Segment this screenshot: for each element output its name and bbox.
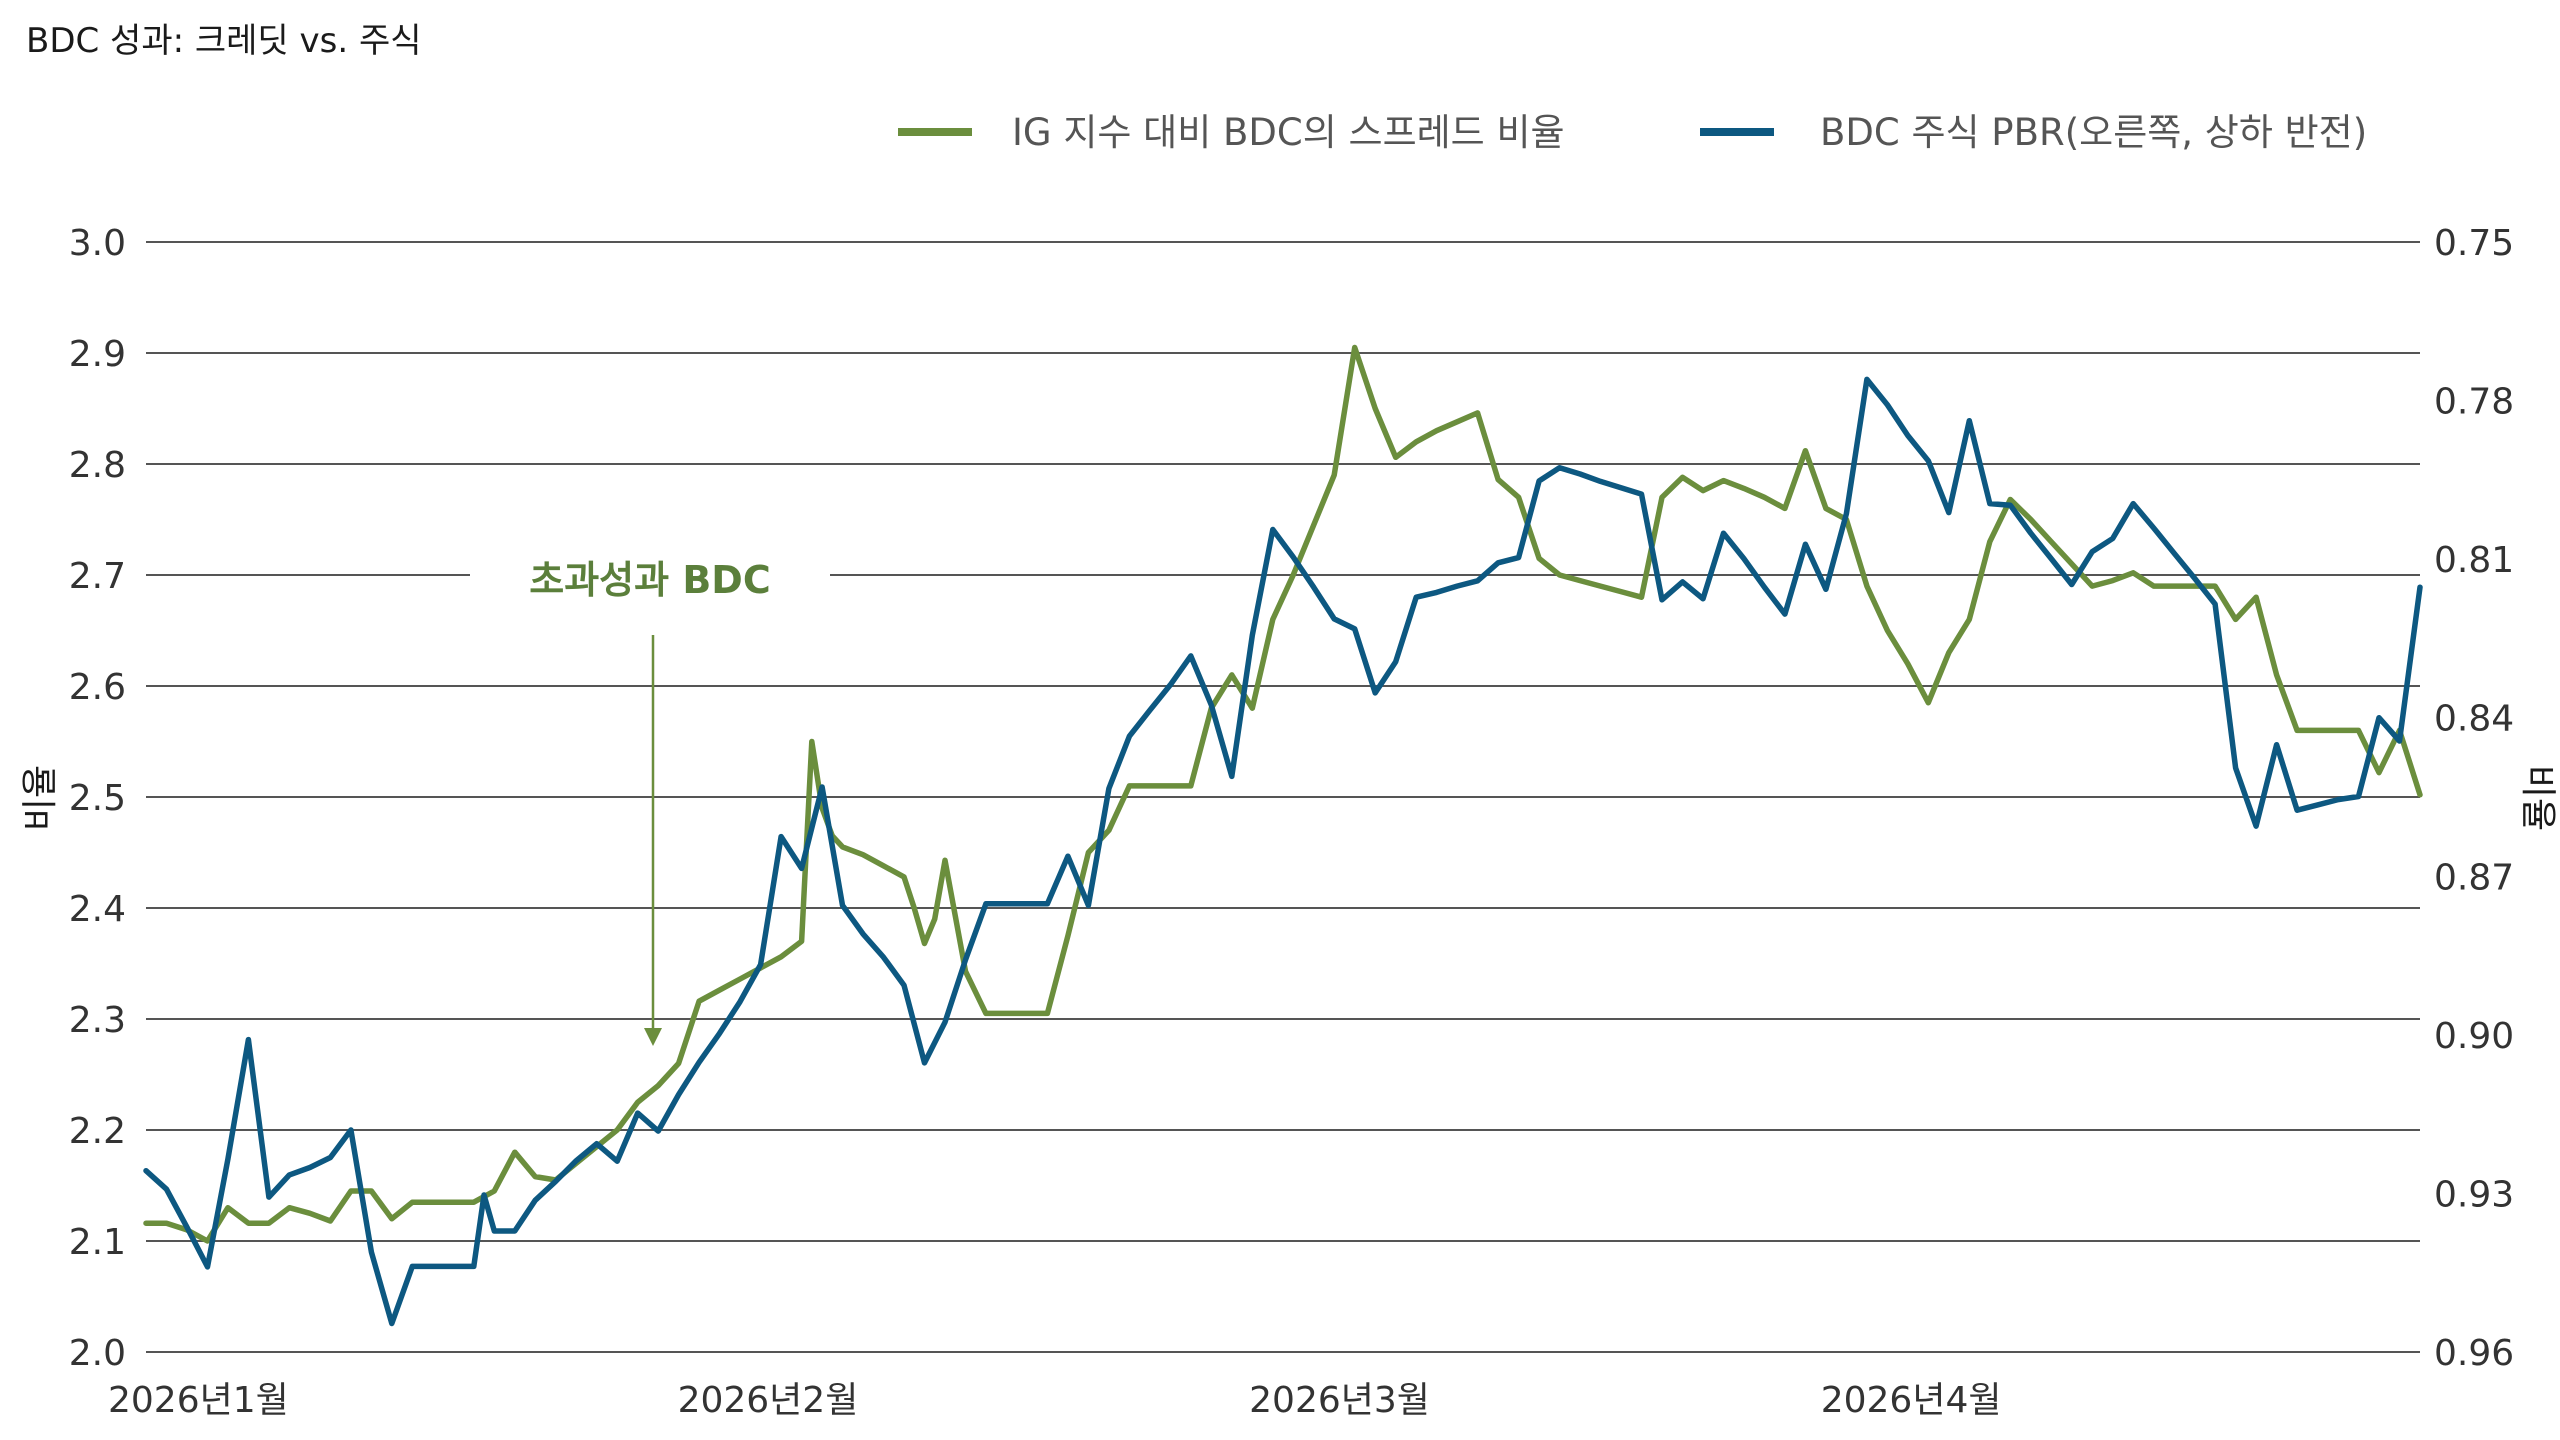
y-axis-right-ticks: 0.75 0.78 0.81 0.84 0.87 0.90 0.93 0.96 [2434, 223, 2514, 1374]
y-tick-left: 2.2 [69, 1111, 126, 1152]
y-tick-left: 2.5 [69, 778, 126, 819]
y-tick-left: 2.4 [69, 889, 126, 930]
y-tick-left: 2.0 [69, 1333, 126, 1374]
y-tick-left: 2.3 [69, 1000, 126, 1041]
y-tick-right: 0.84 [2434, 699, 2514, 740]
y-tick-right: 0.81 [2434, 540, 2514, 581]
y-tick-right: 0.90 [2434, 1016, 2514, 1057]
y-tick-left: 3.0 [69, 223, 126, 264]
y-axis-left-title: 비율 [20, 765, 61, 831]
y-tick-right: 0.93 [2434, 1174, 2514, 1215]
series-line-credit [143, 344, 2423, 1244]
annotation: 초과성과 BDC [470, 550, 830, 1046]
y-tick-right: 0.96 [2434, 1333, 2514, 1374]
y-tick-left: 2.9 [69, 334, 126, 375]
y-tick-left: 2.1 [69, 1222, 126, 1263]
y-tick-right: 0.87 [2434, 857, 2514, 898]
gridlines [146, 241, 2420, 1353]
y-axis-left-ticks: 3.0 2.9 2.8 2.7 2.6 2.5 2.4 2.3 2.2 2.1 2.0 [69, 223, 126, 1374]
y-tick-left: 2.8 [69, 445, 126, 486]
y-tick-right: 0.78 [2434, 382, 2514, 423]
y-tick-right: 0.75 [2434, 223, 2514, 264]
chart-title: BDC 성과: 크레딧 vs. 주식 [26, 21, 422, 61]
legend-label-credit: IG 지수 대비 BDC의 스프레드 비율 [1012, 111, 1565, 154]
x-tick: 2026년2월 [678, 1380, 859, 1421]
x-axis-ticks: 2026년1월 2026년2월 2026년3월 2026년4월 [108, 1380, 2001, 1421]
legend: IG 지수 대비 BDC의 스프레드 비율 BDC 주식 PBR(오른쪽, 상하… [898, 111, 2367, 154]
y-tick-left: 2.7 [69, 556, 126, 597]
annotation-background [470, 550, 830, 610]
x-tick: 2026년3월 [1249, 1380, 1430, 1421]
y-tick-left: 2.6 [69, 667, 126, 708]
annotation-label: 초과성과 BDC [529, 558, 770, 602]
series-line-equity [143, 376, 2423, 1327]
x-tick: 2026년4월 [1821, 1380, 2002, 1421]
y-axis-right-title: 비율 [2517, 765, 2558, 831]
legend-label-equity: BDC 주식 PBR(오른쪽, 상하 반전) [1820, 111, 2367, 154]
x-tick: 2026년1월 [108, 1380, 289, 1421]
annotation-arrow-head [644, 1028, 662, 1046]
